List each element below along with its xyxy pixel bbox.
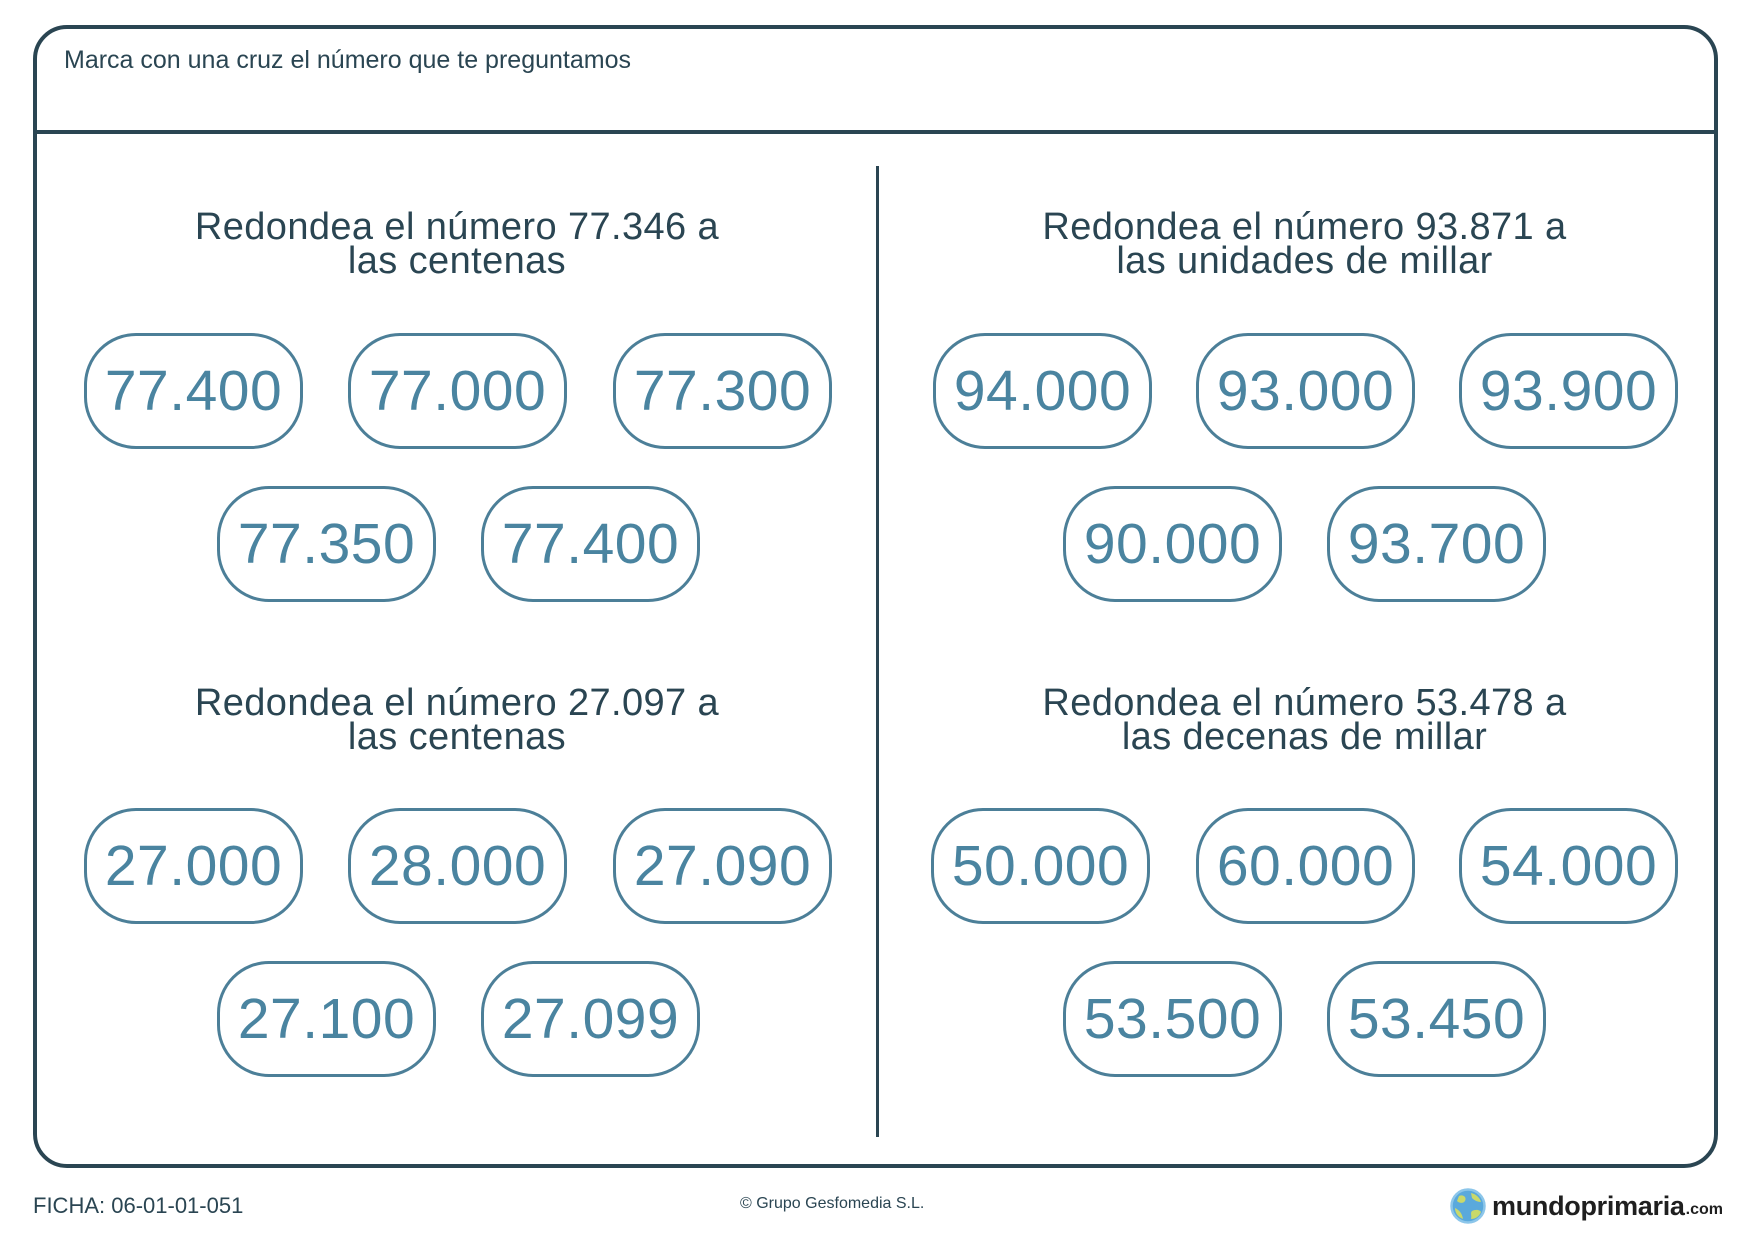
option-value: 60.000: [1216, 833, 1395, 898]
exercise-3-option-2[interactable]: 28.000: [348, 808, 567, 924]
option-value: 28.000: [368, 833, 547, 898]
exercise-1-option-1[interactable]: 77.400: [84, 333, 303, 449]
option-value: 77.400: [501, 511, 680, 576]
exercise-4-option-1[interactable]: 50.000: [931, 808, 1150, 924]
copyright-notice: © Grupo Gesfomedia S.L.: [740, 1195, 925, 1212]
exercise-4-heading-line2: las decenas de millar: [1121, 716, 1488, 758]
mundoprimaria-logo[interactable]: mundoprimaria .com: [1450, 1186, 1723, 1226]
exercise-1-option-2[interactable]: 77.000: [348, 333, 567, 449]
instruction-text: Marca con una cruz el número que te preg…: [64, 46, 631, 74]
exercise-3-heading-line1: Redondea el número 27.097 a: [194, 682, 720, 724]
exercise-2-heading-line2: las unidades de millar: [1116, 240, 1493, 282]
worksheet-id: FICHA: 06-01-01-051: [33, 1193, 244, 1218]
center-divider: [876, 166, 879, 1137]
header-divider: [35, 130, 1714, 134]
exercise-4-heading-line1: Redondea el número 53.478 a: [1042, 682, 1567, 724]
option-value: 90.000: [1083, 511, 1262, 576]
option-value: 94.000: [953, 358, 1132, 423]
exercise-1-option-5[interactable]: 77.400: [481, 486, 700, 602]
exercise-1-option-3[interactable]: 77.300: [613, 333, 832, 449]
exercise-1-heading-line1: Redondea el número 77.346 a: [194, 206, 720, 248]
exercise-2-option-5[interactable]: 93.700: [1327, 486, 1546, 602]
exercise-2-heading-line1: Redondea el número 93.871 a: [1042, 206, 1567, 248]
exercise-2-heading: Redondea el número 93.871 a las unidades…: [933, 206, 1676, 282]
exercise-4-option-3[interactable]: 54.000: [1459, 808, 1678, 924]
logo-name: mundoprimaria: [1492, 1190, 1685, 1221]
option-value: 77.000: [368, 358, 547, 423]
option-value: 77.300: [633, 358, 812, 423]
option-value: 93.900: [1479, 358, 1658, 423]
option-value: 27.100: [237, 986, 416, 1051]
option-value: 53.500: [1083, 986, 1262, 1051]
exercise-1-option-4[interactable]: 77.350: [217, 486, 436, 602]
exercise-4-option-5[interactable]: 53.450: [1327, 961, 1546, 1077]
option-value: 50.000: [951, 833, 1130, 898]
option-value: 27.000: [104, 833, 283, 898]
exercise-3-option-4[interactable]: 27.100: [217, 961, 436, 1077]
exercise-2-option-2[interactable]: 93.000: [1196, 333, 1415, 449]
logo-tld: .com: [1685, 1201, 1723, 1218]
exercise-1-heading: Redondea el número 77.346 a las centenas: [84, 206, 830, 282]
exercise-2-option-4[interactable]: 90.000: [1063, 486, 1282, 602]
option-value: 93.700: [1347, 511, 1526, 576]
option-value: 53.450: [1347, 986, 1526, 1051]
exercise-1-heading-line2: las centenas: [347, 240, 567, 282]
option-value: 77.400: [104, 358, 283, 423]
option-value: 77.350: [237, 511, 416, 576]
exercise-4-heading: Redondea el número 53.478 a las decenas …: [933, 682, 1676, 758]
exercise-3-option-1[interactable]: 27.000: [84, 808, 303, 924]
worksheet-frame: [33, 25, 1718, 1168]
exercise-3-option-3[interactable]: 27.090: [613, 808, 832, 924]
exercise-2-option-3[interactable]: 93.900: [1459, 333, 1678, 449]
exercise-3-heading: Redondea el número 27.097 a las centenas: [84, 682, 830, 758]
option-value: 27.099: [501, 986, 680, 1051]
option-value: 54.000: [1479, 833, 1658, 898]
exercise-4-option-4[interactable]: 53.500: [1063, 961, 1282, 1077]
exercise-3-heading-line2: las centenas: [347, 716, 567, 758]
exercise-3-option-5[interactable]: 27.099: [481, 961, 700, 1077]
exercise-2-option-1[interactable]: 94.000: [933, 333, 1152, 449]
exercise-4-option-2[interactable]: 60.000: [1196, 808, 1415, 924]
option-value: 27.090: [633, 833, 812, 898]
globe-icon: [1450, 1188, 1486, 1224]
option-value: 93.000: [1216, 358, 1395, 423]
